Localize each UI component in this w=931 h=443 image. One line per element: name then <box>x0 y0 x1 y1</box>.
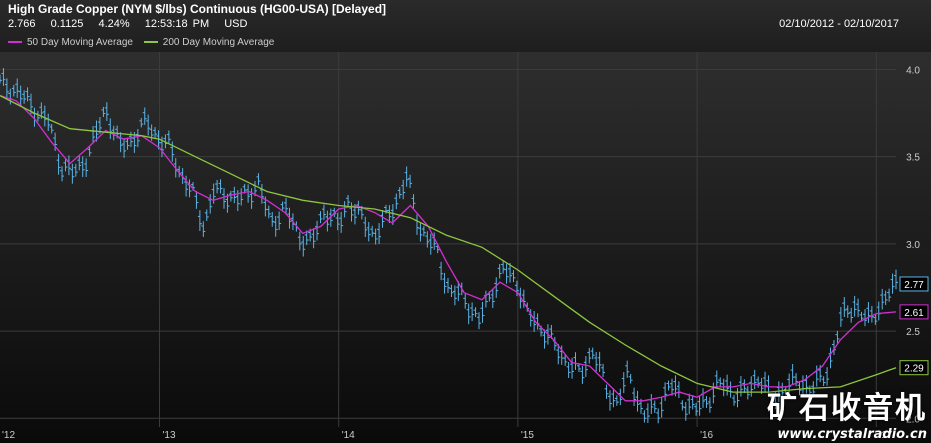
x-tick-label: '12 <box>2 430 15 441</box>
last-value-labels: 2.77 2.61 2.29 <box>899 276 929 376</box>
legend-label-50dma: 50 Day Moving Average <box>27 36 133 48</box>
ma50-line <box>0 94 897 402</box>
y-tick-label: 3.0 <box>906 240 920 251</box>
last-value-box <box>899 304 929 320</box>
plot-background <box>0 52 931 443</box>
x-tick-label: '14 <box>342 430 355 441</box>
y-tick-label: 2.5 <box>906 327 920 338</box>
x-tick-label: '13 <box>162 430 175 441</box>
moving-average-series <box>0 94 897 402</box>
x-tick-label: '17 <box>879 430 892 441</box>
chart-legend: 50 Day Moving Average 200 Day Moving Ave… <box>8 35 282 48</box>
y-tick-label: 4.0 <box>906 65 920 76</box>
y-tick-label: 2.0 <box>906 414 920 425</box>
last-value-label: 2.29 <box>904 364 924 375</box>
currency: USD <box>224 18 248 30</box>
chart-title: High Grade Copper (NYM $/lbs) Continuous… <box>8 2 387 16</box>
price-change: 0.1125 <box>50 18 84 30</box>
grid-lines <box>0 52 896 427</box>
price-series <box>0 68 898 424</box>
quote-line: 2.766 0.1125 4.24% 12:53:18 PM USD <box>8 18 257 30</box>
quote-time: 12:53:18 PM <box>144 18 210 30</box>
y-tick-label: 3.5 <box>906 153 920 164</box>
watermark: 矿石收音机 www.crystalradio.cn <box>767 391 927 443</box>
x-tick-label: '16 <box>700 430 713 441</box>
watermark-url: www.crystalradio.cn <box>777 427 927 442</box>
chart-header: High Grade Copper (NYM $/lbs) Continuous… <box>0 0 931 52</box>
legend-label-200dma: 200 Day Moving Average <box>162 36 275 48</box>
price-change-percent: 4.24% <box>98 18 130 30</box>
legend-swatch-50dma <box>8 41 22 43</box>
legend-item-200dma[interactable]: 200 Day Moving Average <box>143 36 275 48</box>
last-price: 2.766 <box>8 18 36 30</box>
legend-item-50dma[interactable]: 50 Day Moving Average <box>8 37 133 48</box>
last-value-label: 2.61 <box>904 308 924 319</box>
legend-swatch-200dma <box>143 41 158 43</box>
ma200-line <box>0 95 897 393</box>
x-tick-label: '15 <box>521 430 534 441</box>
date-range: 02/10/2012 - 02/10/2017 <box>779 18 899 30</box>
watermark-logo-text: 矿石收音机 <box>767 391 927 426</box>
y-axis: 2.0 2.5 3.0 3.5 4.0 <box>906 65 920 425</box>
price-chart[interactable]: 2.02.53.03.54.0 '12'13'14'15'16'17 2.772… <box>0 52 931 443</box>
last-value-label: 2.77 <box>904 280 924 291</box>
last-value-box <box>899 276 929 292</box>
x-axis: '12 '13 '14 '15 '16 '17 <box>2 430 893 441</box>
last-value-box <box>899 360 929 376</box>
